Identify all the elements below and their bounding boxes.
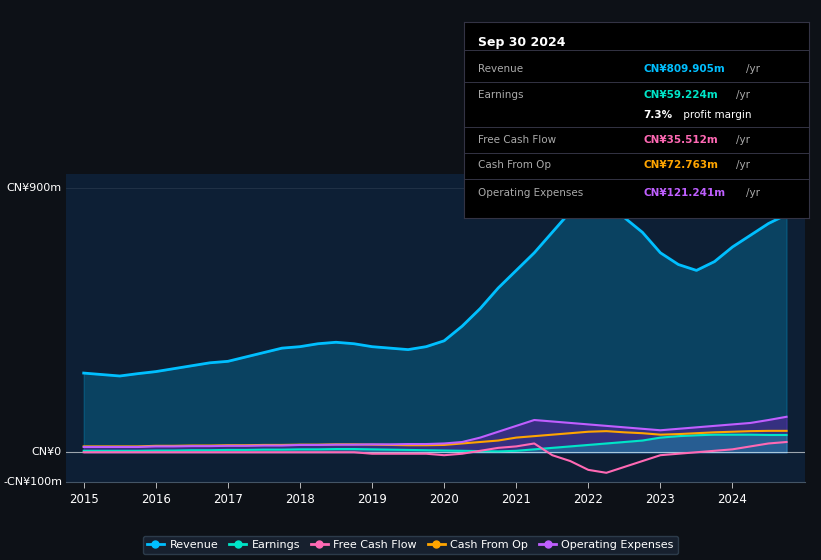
Text: /yr: /yr: [745, 188, 759, 198]
Text: CN¥72.763m: CN¥72.763m: [643, 161, 718, 170]
Text: 7.3%: 7.3%: [643, 110, 672, 119]
Text: /yr: /yr: [745, 64, 759, 74]
Text: CN¥809.905m: CN¥809.905m: [643, 64, 725, 74]
Text: /yr: /yr: [736, 161, 750, 170]
Text: Revenue: Revenue: [478, 64, 523, 74]
Text: Operating Expenses: Operating Expenses: [478, 188, 583, 198]
Text: CN¥59.224m: CN¥59.224m: [643, 90, 718, 100]
Text: Free Cash Flow: Free Cash Flow: [478, 135, 556, 145]
Text: Cash From Op: Cash From Op: [478, 161, 551, 170]
Text: Earnings: Earnings: [478, 90, 523, 100]
Text: Sep 30 2024: Sep 30 2024: [478, 36, 565, 49]
Legend: Revenue, Earnings, Free Cash Flow, Cash From Op, Operating Expenses: Revenue, Earnings, Free Cash Flow, Cash …: [143, 535, 678, 554]
Text: /yr: /yr: [736, 90, 750, 100]
Text: CN¥35.512m: CN¥35.512m: [643, 135, 718, 145]
Text: CN¥121.241m: CN¥121.241m: [643, 188, 725, 198]
Text: /yr: /yr: [736, 135, 750, 145]
Text: CN¥0: CN¥0: [32, 447, 62, 458]
Text: profit margin: profit margin: [681, 110, 752, 119]
Text: -CN¥100m: -CN¥100m: [3, 477, 62, 487]
Text: CN¥900m: CN¥900m: [7, 183, 62, 193]
